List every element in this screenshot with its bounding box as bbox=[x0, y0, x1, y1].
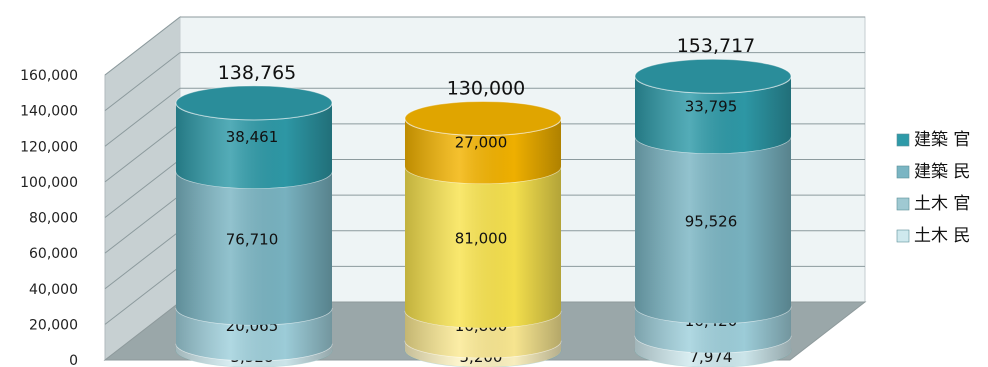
segment-boundary bbox=[175, 171, 333, 189]
segment-value-label: 95,526 bbox=[685, 212, 738, 230]
segment-value-label: 76,710 bbox=[226, 231, 279, 249]
legend-item: 建築 民 bbox=[896, 162, 970, 182]
gridline-side bbox=[104, 194, 181, 254]
segment-value-label: 33,795 bbox=[685, 97, 738, 115]
total-value-label: 138,765 bbox=[218, 62, 297, 84]
legend-swatch bbox=[896, 197, 910, 211]
y-tick-label: 40,000 bbox=[29, 282, 78, 298]
y-tick-label: 120,000 bbox=[20, 139, 78, 155]
gridline-side bbox=[104, 265, 181, 325]
cylinder-shading bbox=[405, 310, 561, 358]
cylinder-shading bbox=[176, 102, 332, 189]
cylinder-top bbox=[634, 58, 792, 94]
gridline-side bbox=[104, 123, 181, 183]
gridline-side bbox=[104, 230, 181, 290]
legend-label: 建築 官 bbox=[914, 130, 970, 150]
segment-boundary bbox=[404, 310, 562, 329]
legend-item: 土木 民 bbox=[896, 226, 970, 246]
cylinder-shading bbox=[405, 166, 561, 328]
cylinder-top-shade bbox=[405, 101, 561, 136]
gridline-side bbox=[104, 52, 181, 112]
y-tick-label: 140,000 bbox=[20, 104, 78, 120]
cylinder-shading bbox=[635, 136, 791, 324]
segment-value-label: 38,461 bbox=[226, 128, 279, 146]
cylinder-shading bbox=[635, 306, 791, 353]
segment-boundary bbox=[175, 307, 333, 326]
segment-value-label: 81,000 bbox=[455, 230, 508, 248]
cylinder-shading bbox=[405, 340, 561, 367]
cylinder-shading bbox=[635, 335, 791, 367]
total-value-label: 153,717 bbox=[677, 35, 756, 57]
y-tick-label: 60,000 bbox=[29, 246, 78, 262]
legend-label: 建築 民 bbox=[914, 162, 970, 182]
legend-item: 建築 官 bbox=[896, 130, 970, 150]
segment-boundary bbox=[634, 136, 792, 154]
legend-label: 土木 官 bbox=[914, 194, 970, 214]
legend-item: 土木 官 bbox=[896, 194, 970, 214]
gridline-side bbox=[104, 16, 181, 76]
y-tick-label: 20,000 bbox=[29, 317, 78, 333]
cylinders: 3,52820,06576,71038,461138,7655,20016,80… bbox=[175, 35, 792, 367]
y-tick-label: 0 bbox=[69, 353, 78, 367]
total-value-label: 130,000 bbox=[447, 77, 526, 99]
y-axis-ticks: 0 20,000 40,000 60,000 80,000 100,000 120,000 1… bbox=[20, 68, 78, 367]
cylinder-top bbox=[404, 100, 562, 136]
y-tick-label: 100,000 bbox=[20, 175, 78, 191]
cylinder-shading bbox=[176, 343, 332, 367]
cylinder-shading bbox=[176, 171, 332, 325]
cylinder-shading bbox=[405, 118, 561, 184]
legend-swatch bbox=[896, 229, 910, 243]
cylinder-top-shade bbox=[176, 85, 332, 120]
cylinder-shading bbox=[635, 76, 791, 154]
legend-swatch bbox=[896, 133, 910, 147]
segment-value-label: 27,000 bbox=[455, 133, 508, 151]
segment-boundary bbox=[175, 343, 333, 362]
gridline-side bbox=[104, 159, 181, 218]
legend-swatch bbox=[896, 165, 910, 179]
legend-label: 土木 民 bbox=[914, 226, 970, 246]
y-tick-label: 80,000 bbox=[29, 211, 78, 227]
cylinder-top-shade bbox=[635, 59, 791, 94]
y-tick-label: 160,000 bbox=[20, 68, 78, 84]
cylinder-top bbox=[175, 85, 333, 121]
legend: 建築 官建築 民土木 官土木 民 bbox=[896, 130, 970, 246]
gridline-side bbox=[104, 87, 181, 147]
cylinder-shading bbox=[176, 307, 332, 361]
